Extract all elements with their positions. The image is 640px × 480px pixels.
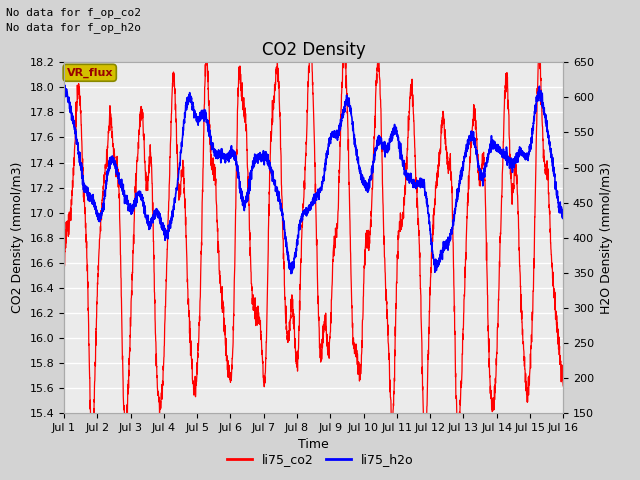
li75_co2 bbox=[252, 314, 259, 320]
li75_h2o bbox=[60, 82, 68, 87]
Title: CO2 Density: CO2 Density bbox=[262, 41, 365, 60]
Text: No data for f_op_h2o: No data for f_op_h2o bbox=[6, 22, 141, 33]
Line: li75_co2: li75_co2 bbox=[64, 40, 563, 455]
li75_co2 bbox=[496, 248, 504, 254]
li75_co2 bbox=[147, 150, 154, 156]
li75_h2o bbox=[287, 271, 295, 276]
li75_h2o bbox=[252, 155, 259, 160]
Y-axis label: H2O Density (mmol/m3): H2O Density (mmol/m3) bbox=[600, 162, 612, 313]
Y-axis label: CO2 Density (mmol/m3): CO2 Density (mmol/m3) bbox=[11, 162, 24, 313]
li75_h2o bbox=[496, 150, 504, 156]
li75_co2 bbox=[550, 293, 557, 299]
Text: No data for f_op_co2: No data for f_op_co2 bbox=[6, 7, 141, 18]
li75_co2 bbox=[117, 275, 125, 280]
li75_h2o bbox=[147, 218, 155, 224]
li75_h2o bbox=[559, 213, 567, 218]
li75_co2 bbox=[421, 452, 429, 457]
li75_h2o bbox=[117, 185, 125, 191]
li75_h2o bbox=[550, 171, 557, 177]
li75_co2 bbox=[273, 64, 281, 70]
Text: VR_flux: VR_flux bbox=[67, 68, 113, 78]
li75_co2 bbox=[559, 383, 567, 389]
X-axis label: Time: Time bbox=[298, 438, 329, 451]
Line: li75_h2o: li75_h2o bbox=[64, 84, 563, 274]
li75_co2 bbox=[307, 37, 314, 43]
Legend: li75_co2, li75_h2o: li75_co2, li75_h2o bbox=[221, 448, 419, 471]
li75_h2o bbox=[60, 84, 68, 89]
li75_co2 bbox=[60, 266, 68, 272]
li75_h2o bbox=[273, 185, 281, 191]
